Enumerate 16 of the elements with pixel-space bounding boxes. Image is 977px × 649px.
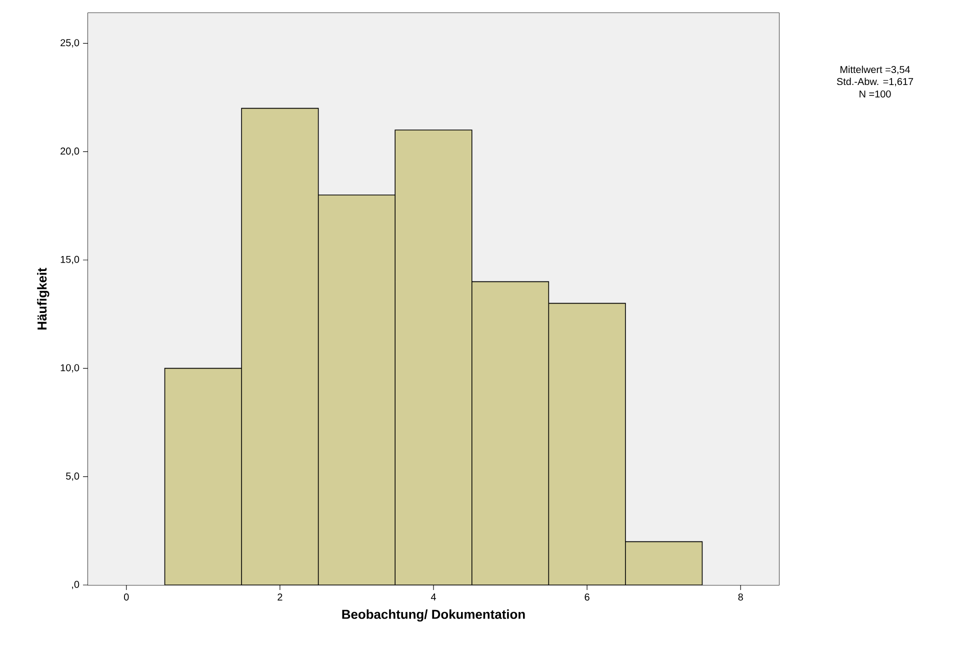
x-tick-label: 4 (430, 594, 436, 600)
y-tick-label: 10,0 (60, 364, 80, 372)
x-axis-title: Beobachtung/ Dokumentation (342, 609, 525, 622)
x-tick-label: 8 (738, 594, 743, 601)
y-tick-label: ,0 (72, 580, 80, 590)
y-tick-label: 5,0 (66, 472, 80, 481)
text: Std.-Abw. =1,617 (836, 78, 914, 86)
y-tick-label: 25,0 (60, 39, 80, 48)
y-tick-label: 15,0 (60, 256, 80, 264)
text: N =100 (860, 90, 891, 98)
x-tick-label: 0 (124, 594, 129, 601)
text: Mittelwert =3,54 (840, 66, 910, 74)
x-tick-label: 2 (278, 594, 282, 600)
x-tick-label: 6 (584, 594, 590, 601)
y-axis-title: Häufigkeit (37, 268, 50, 330)
y-tick-label: 20,0 (60, 148, 80, 156)
